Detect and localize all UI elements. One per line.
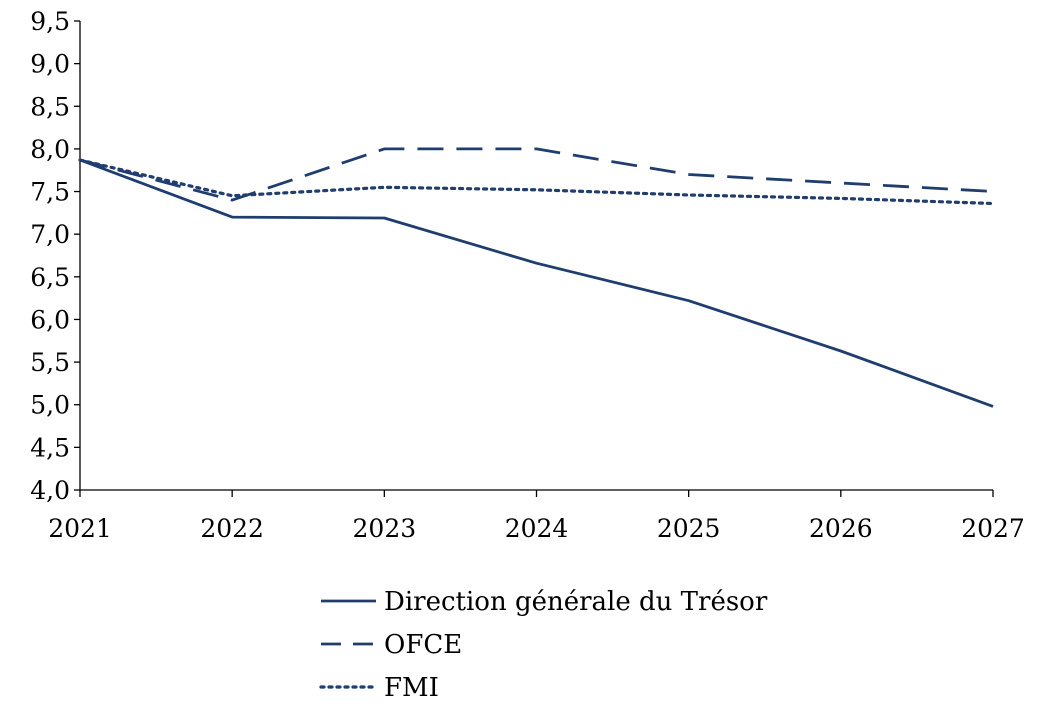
x-tick-label: 2023 [353,514,417,543]
legend-label: Direction générale du Trésor [384,587,768,617]
y-tick-label: 9,5 [30,7,70,36]
y-tick-label: 8,5 [30,92,70,121]
series-line-dashed [79,147,994,202]
x-tick-label: 2026 [809,514,873,543]
y-tick-label: 4,5 [30,433,70,462]
y-tick-label: 4,0 [30,476,70,505]
y-tick-label: 6,5 [30,263,70,292]
y-tick-label: 8,0 [30,135,70,164]
y-tick-label: 6,0 [30,305,70,334]
y-tick-label: 7,0 [30,220,70,249]
y-tick-label: 5,0 [30,391,70,420]
y-tick-label: 9,0 [30,50,70,79]
x-tick-label: 2024 [505,514,569,543]
chart-axes: 4,0 4,5 5,0 5,5 6,0 6,5 7,0 7,5 8,0 8,5 9,0 9,5 2021… [30,7,1025,543]
x-tick-label: 2027 [961,514,1025,543]
chart-legend: Direction générale du Trésor OFCE FMI [319,587,768,703]
series-line-solid [79,158,994,408]
series-line-dotted [78,158,995,206]
y-tick-label: 5,5 [30,348,70,377]
y-tick-label: 7,5 [30,178,70,207]
legend-label: OFCE [384,630,462,660]
x-tick-label: 2021 [48,514,112,543]
x-tick-label: 2022 [200,514,264,543]
legend-label: FMI [384,673,439,703]
chart-series [78,147,995,408]
x-tick-label: 2025 [657,514,721,543]
